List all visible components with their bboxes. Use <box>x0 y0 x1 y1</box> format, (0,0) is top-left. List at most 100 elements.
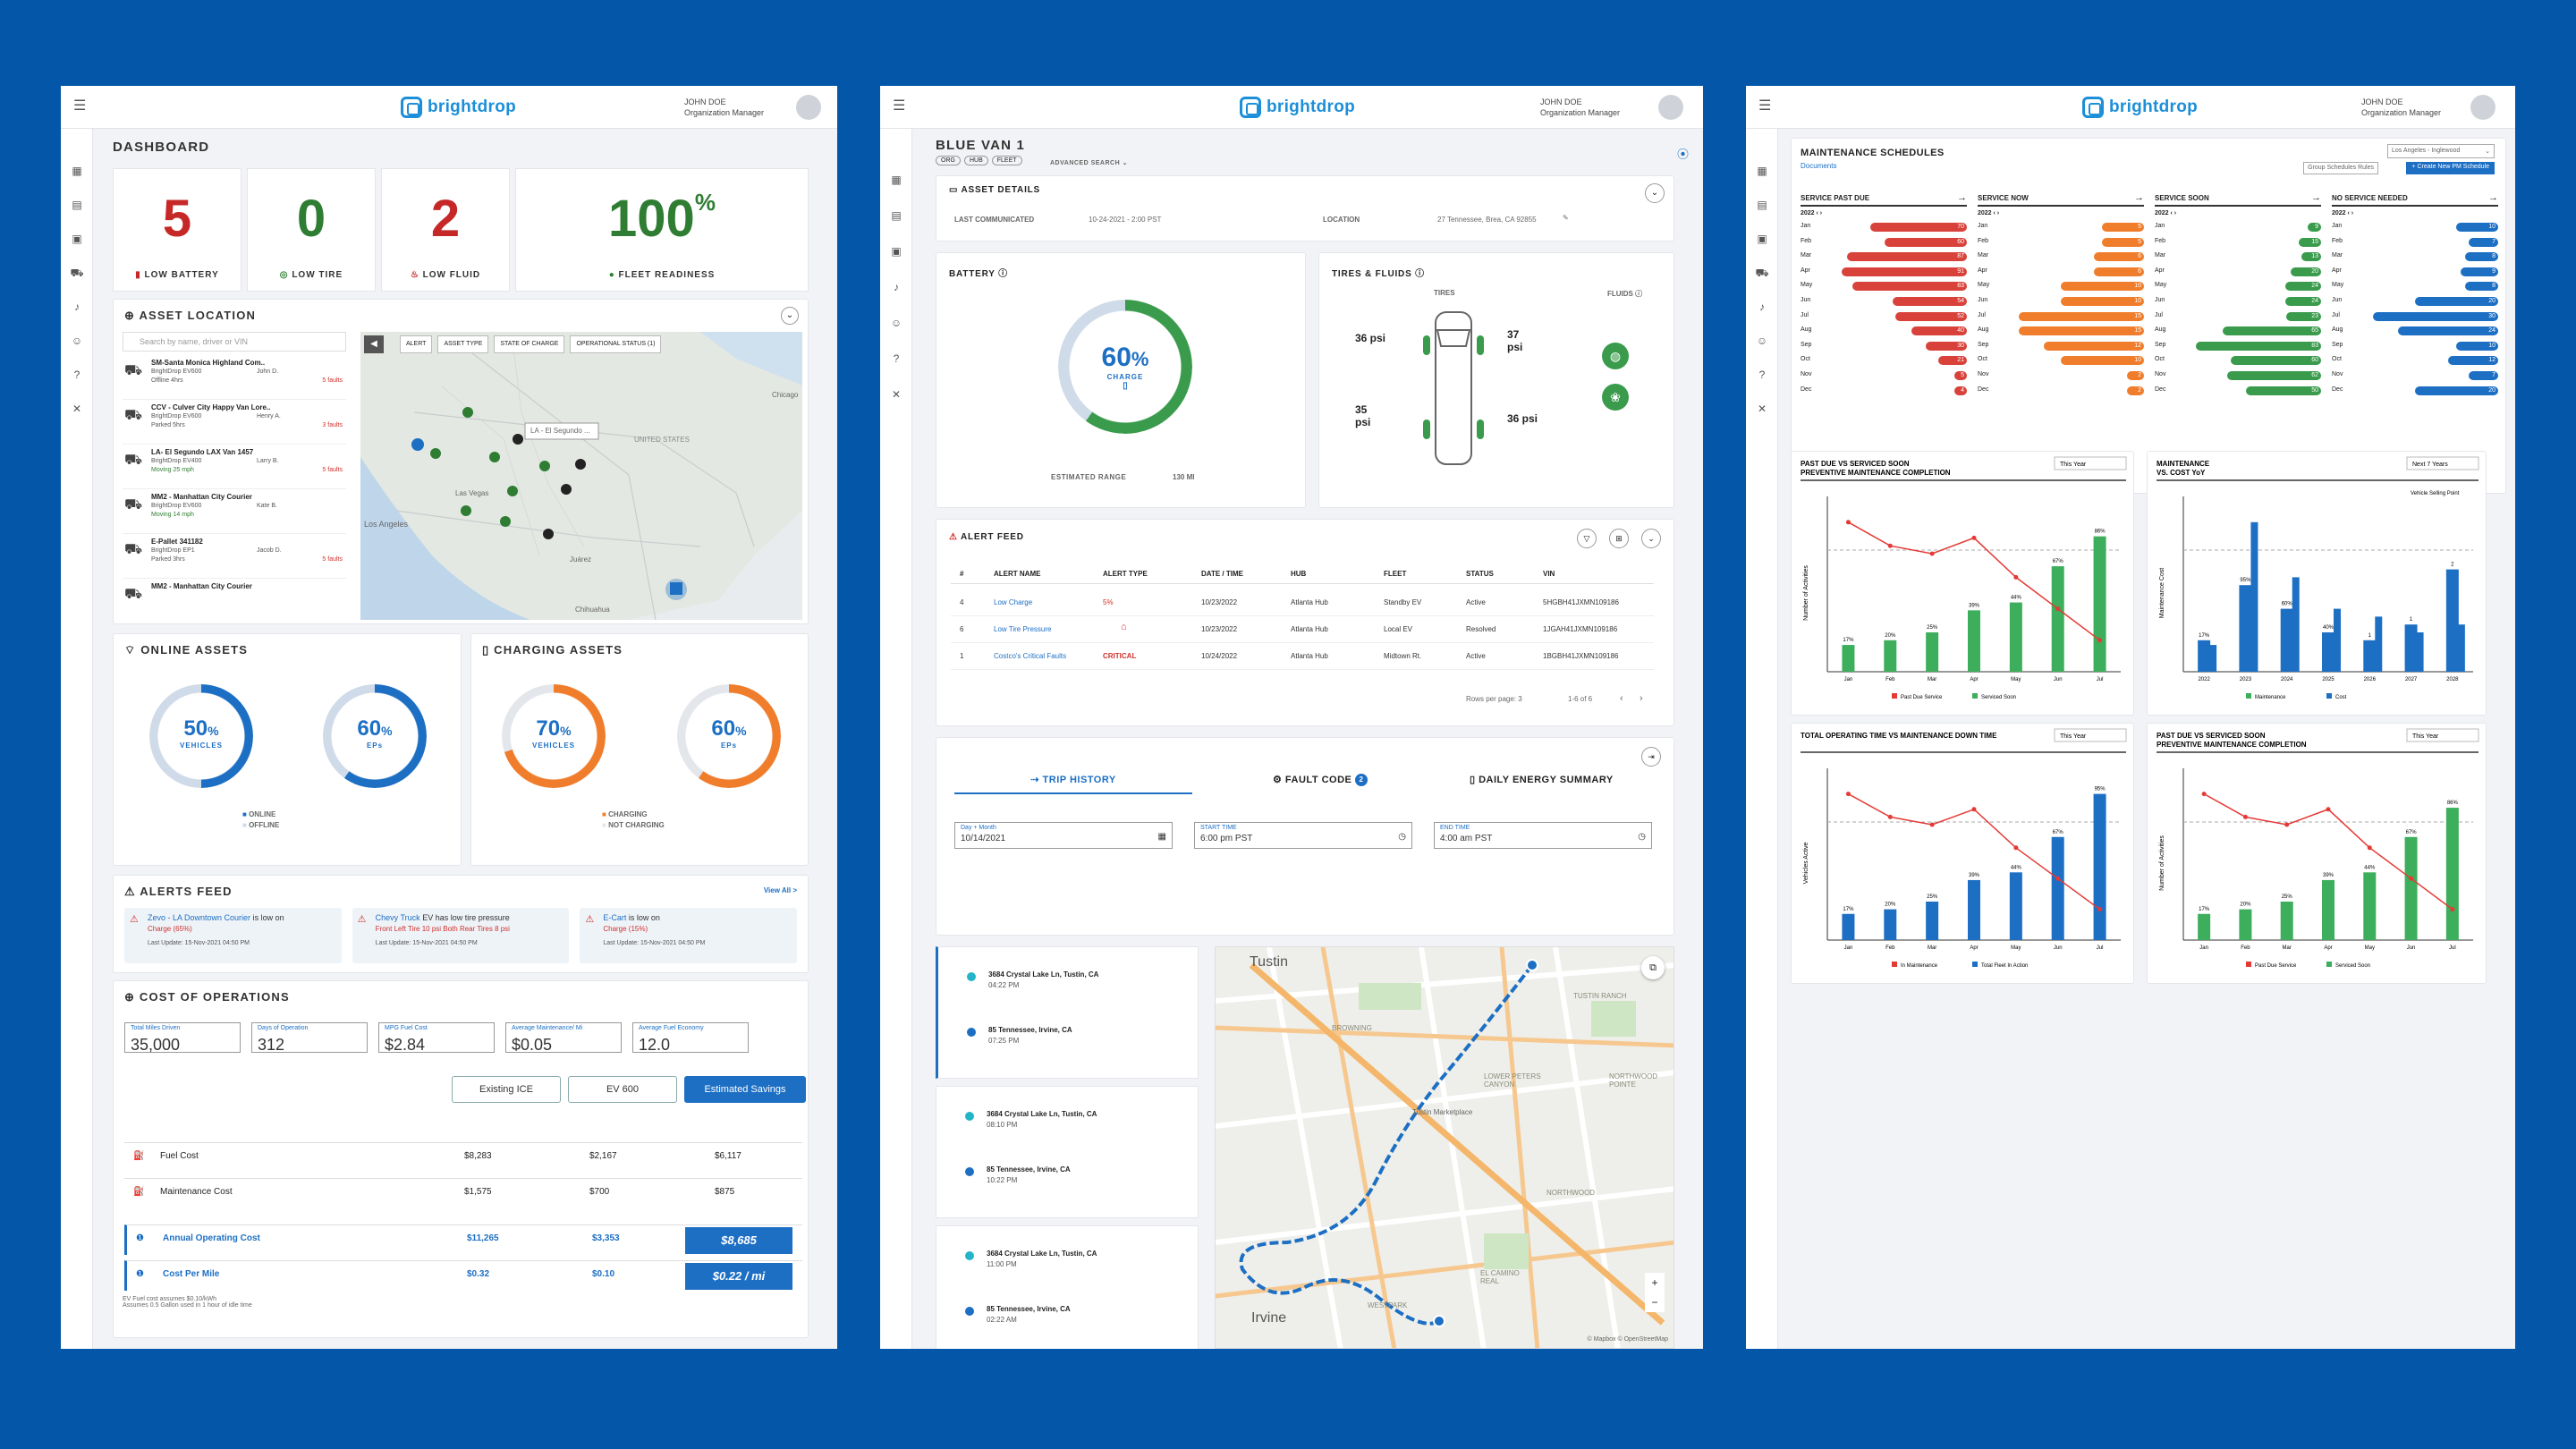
tab-daily-energy[interactable]: ▯ DAILY ENERGY SUMMARY <box>1470 775 1614 785</box>
line-point[interactable] <box>2284 822 2290 827</box>
table-cell[interactable]: Low Charge <box>994 598 1033 606</box>
line-point[interactable] <box>2055 876 2061 881</box>
map-icon[interactable]: ▤ <box>72 199 82 211</box>
line-point[interactable] <box>2201 792 2207 797</box>
kpi-fleet-readiness[interactable]: 100% ● FLEET READINESS <box>515 168 809 292</box>
schedule-bar[interactable] <box>2102 237 2144 247</box>
kpi-low-battery[interactable]: 5 ▮ LOW BATTERY <box>113 168 242 292</box>
edit-icon[interactable]: ✎ <box>1563 214 1569 222</box>
schedule-bar[interactable] <box>2291 267 2321 276</box>
schedule-bar[interactable] <box>2246 386 2321 395</box>
filter-chip[interactable]: HUB <box>963 156 988 165</box>
bar[interactable] <box>2404 836 2418 940</box>
settings-icon[interactable]: ⊞ <box>1609 529 1629 548</box>
zoom-out-icon[interactable]: − <box>1651 1296 1658 1309</box>
period-select[interactable] <box>2054 456 2127 470</box>
next-page-icon[interactable]: › <box>1640 693 1643 704</box>
schedule-bar[interactable] <box>2044 341 2144 351</box>
trip-item[interactable]: 3684 Crystal Lake Ln, Tustin, CA 04:22 PM… <box>936 946 1199 1079</box>
schedule-bar[interactable] <box>1870 223 1967 232</box>
filter-chip[interactable]: ORG <box>936 156 961 165</box>
schedule-bar[interactable] <box>2127 386 2144 395</box>
group-rules-button[interactable]: Group Schedules Rules <box>2303 162 2378 174</box>
schedule-bar[interactable] <box>2061 297 2144 306</box>
start-time-input[interactable]: START TIME 6:00 pm PST ◷ <box>1194 822 1412 849</box>
schedule-bar[interactable] <box>2094 252 2144 262</box>
end-time-input[interactable]: END TIME 4:00 am PST ◷ <box>1434 822 1652 849</box>
bar[interactable] <box>2198 913 2211 940</box>
arrow-icon[interactable]: → <box>2134 192 2144 203</box>
collapse-icon[interactable]: ⌄ <box>1645 183 1665 203</box>
person-icon[interactable]: ☺ <box>890 317 902 329</box>
schedule-bar[interactable] <box>2469 371 2498 380</box>
map-filter-chip[interactable]: STATE OF CHARGE <box>494 335 565 353</box>
existing-ice-button[interactable]: Existing ICE <box>452 1076 561 1103</box>
schedule-bar[interactable] <box>2019 311 2144 321</box>
line-point[interactable] <box>1971 535 1977 540</box>
schedule-bar[interactable] <box>2102 223 2144 232</box>
bar[interactable] <box>2280 608 2293 672</box>
layers-icon[interactable]: ⧉ <box>1641 956 1665 979</box>
schedule-bar[interactable] <box>2469 237 2498 247</box>
bar[interactable] <box>2416 632 2424 672</box>
line-point[interactable] <box>1845 792 1851 797</box>
bar[interactable] <box>2209 645 2217 672</box>
schedule-bar[interactable] <box>2301 252 2321 262</box>
bar[interactable] <box>2334 608 2341 672</box>
bar[interactable] <box>1842 913 1855 940</box>
alert-card[interactable]: ⚠ Zevo - LA Downtown Courier is low on Ch… <box>124 908 342 963</box>
line-point[interactable] <box>2367 845 2372 851</box>
table-cell[interactable]: Costco's Critical Faults <box>994 652 1067 660</box>
map[interactable]: ◀ ALERT ASSET TYPE STATE OF CHARGE OPERATIO… <box>360 332 802 620</box>
trip-item[interactable]: 3684 Crystal Lake Ln, Tustin, CA 08:10 PM… <box>936 1086 1199 1218</box>
cost-input[interactable]: Days of Operation 312 <box>251 1022 368 1054</box>
bar[interactable] <box>2375 616 2383 672</box>
line-point[interactable] <box>2013 845 2019 851</box>
help-icon[interactable]: ? <box>893 352 900 365</box>
bar[interactable] <box>2009 872 2022 940</box>
map-filter-chip[interactable]: ASSET TYPE <box>437 335 489 353</box>
tools-icon[interactable]: ✕ <box>891 388 902 401</box>
line-point[interactable] <box>1845 520 1851 525</box>
line-point[interactable] <box>2097 907 2103 912</box>
schedule-bar[interactable] <box>2456 223 2498 232</box>
table-row[interactable]: 6 Low Tire Pressure 10/23/2022 Atlanta Hub L… <box>951 616 1654 643</box>
schedule-bar[interactable] <box>2196 341 2321 351</box>
cost-input[interactable]: Total Miles Driven 35,000 <box>124 1022 241 1054</box>
bar[interactable] <box>2363 872 2377 940</box>
schedule-bar[interactable] <box>2285 282 2321 292</box>
period-select[interactable] <box>2406 728 2479 742</box>
bar[interactable] <box>1926 632 1939 672</box>
bar[interactable] <box>2322 632 2334 672</box>
truck-icon[interactable]: ⛟ <box>70 267 84 279</box>
schedule-bar[interactable] <box>2127 371 2144 380</box>
schedule-bar[interactable] <box>1954 386 1967 395</box>
collapse-icon[interactable]: ⌄ <box>1641 529 1661 548</box>
list-item[interactable]: ⛟ LA- El Segundo LAX Van 1457 BrightDrop E… <box>123 445 346 489</box>
schedule-bar[interactable] <box>2285 297 2321 306</box>
schedule-bar[interactable] <box>2465 252 2498 262</box>
trip-map[interactable]: Tustin Irvine BROWNING TUSTIN RANCH LOWE… <box>1215 946 1674 1349</box>
arrow-icon[interactable]: → <box>2488 192 2498 203</box>
map-filter-chip[interactable]: OPERATIONAL STATUS (1) <box>570 335 662 353</box>
filter-chip[interactable]: FLEET <box>991 156 1022 165</box>
estimated-savings-button[interactable]: Estimated Savings <box>684 1076 806 1103</box>
bar[interactable] <box>2239 585 2252 672</box>
schedule-bar[interactable] <box>1852 282 1967 292</box>
schedule-bar[interactable] <box>2094 267 2144 276</box>
line-point[interactable] <box>1971 807 1977 812</box>
line-point[interactable] <box>2013 574 2019 580</box>
bar[interactable] <box>2239 909 2252 940</box>
bar[interactable] <box>2093 536 2106 672</box>
menu-icon[interactable]: ☰ <box>73 98 87 114</box>
bar[interactable] <box>2445 808 2459 940</box>
dashboard-icon[interactable]: ▦ <box>891 174 902 186</box>
avatar[interactable] <box>1658 95 1683 120</box>
bar[interactable] <box>2198 640 2211 672</box>
period-select[interactable] <box>2054 728 2127 742</box>
menu-icon[interactable]: ☰ <box>1758 98 1772 114</box>
back-icon[interactable]: ◀ <box>364 335 384 353</box>
vehicle-icon[interactable]: ▣ <box>891 245 902 258</box>
vehicle-icon[interactable]: ▣ <box>1757 233 1767 245</box>
dashboard-icon[interactable]: ▦ <box>72 165 82 177</box>
